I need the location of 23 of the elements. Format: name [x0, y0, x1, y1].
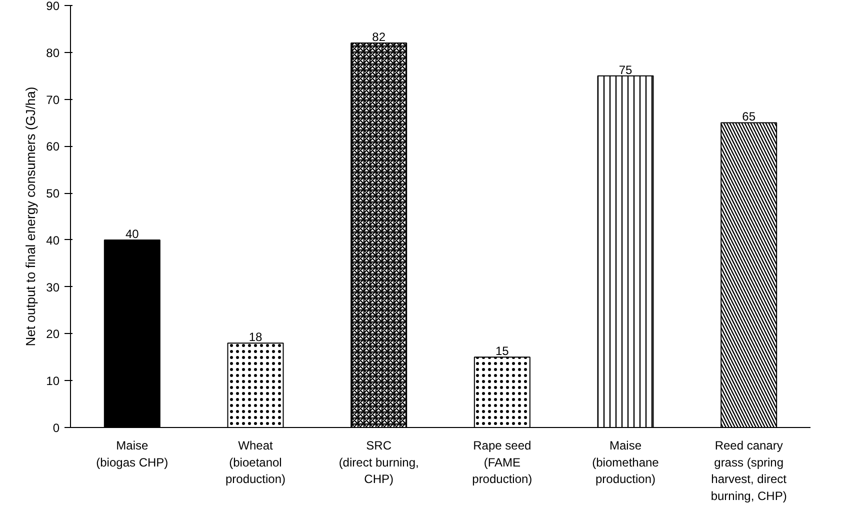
x-tick-label: Maise (biogas CHP): [96, 438, 168, 470]
y-tick-label: 40: [46, 233, 60, 248]
x-tick-label: Reed canary grass (spring harvest, direct burning, CHP): [710, 438, 788, 503]
y-tick-label: 0: [52, 421, 60, 435]
y-tick-label: 20: [46, 327, 60, 342]
y-tick-label: 80: [46, 46, 60, 60]
data-label: 82: [372, 30, 386, 44]
y-axis-title: Net output to final energy consumers (GJ/ha): [23, 86, 38, 346]
data-label: 15: [495, 344, 510, 358]
y-tick-label: 50: [46, 186, 60, 201]
y-tick-label: 90: [46, 0, 60, 13]
y-tick-label: 60: [46, 140, 60, 154]
x-tick-label: Wheat (bioetanol production): [225, 438, 286, 486]
data-label: 18: [248, 330, 262, 344]
y-tick-label: 10: [46, 374, 60, 388]
data-label: 40: [125, 226, 140, 241]
y-tick-label: 30: [46, 280, 60, 294]
x-tick-label: Maise (biomethane production): [592, 438, 660, 486]
x-tick-label: SRC (direct burning, CHP): [338, 438, 419, 486]
data-label: 75: [618, 62, 632, 77]
y-tick-label: 70: [46, 92, 60, 107]
x-tick-label: Rape seed (FAME production): [472, 438, 532, 486]
data-label: 65: [742, 110, 756, 124]
